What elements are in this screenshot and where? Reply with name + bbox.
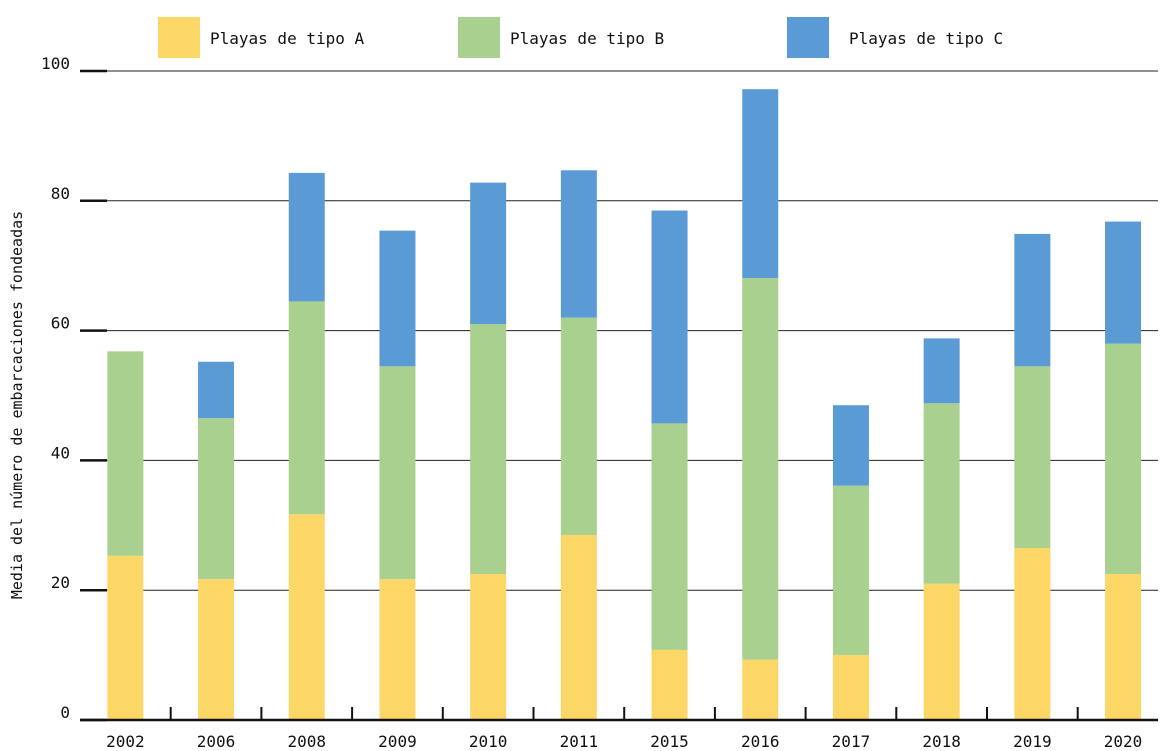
bar-2016-series-2 (742, 278, 779, 660)
x-tick-label: 2009 (378, 732, 417, 751)
y-tick-label: 80 (51, 184, 70, 203)
x-tick-label: 2015 (650, 732, 689, 751)
legend-label-3: Playas de tipo C (849, 29, 1003, 48)
x-tick-label: 2010 (469, 732, 508, 751)
bar-2018-series-1 (923, 583, 960, 720)
bar-2008-series-3 (288, 172, 325, 302)
bar-2018-series-3 (923, 338, 960, 404)
x-tick-label: 2008 (287, 732, 326, 751)
x-tick-label: 2011 (560, 732, 599, 751)
y-tick-labels: 0 20 40 60 80 100 (41, 54, 70, 722)
bar-2009-series-3 (379, 230, 416, 367)
bar-2011-series-2 (560, 317, 597, 536)
y-tick-label: 20 (51, 573, 70, 592)
bar-2010-series-2 (470, 324, 507, 574)
bars (107, 89, 1142, 720)
y-tick-label: 100 (41, 54, 70, 73)
y-tick-label: 0 (60, 703, 70, 722)
bar-2010-series-1 (470, 573, 507, 720)
bar-2020-series-3 (1105, 221, 1142, 344)
bar-2017-series-2 (832, 485, 869, 656)
bar-2015-series-2 (651, 423, 688, 650)
x-tick-labels: 2002 2006 2008 2009 2010 2011 2015 2016 2017 2018… (106, 732, 1142, 751)
x-tick-label: 2018 (922, 732, 961, 751)
bar-2020-series-2 (1105, 343, 1142, 574)
bar-2015-series-3 (651, 210, 688, 424)
bar-2008-series-1 (288, 514, 325, 720)
legend-swatch-1 (158, 17, 200, 58)
bar-2019-series-2 (1014, 366, 1051, 549)
bar-2016-series-3 (742, 89, 779, 279)
x-tick-label: 2019 (1013, 732, 1052, 751)
bar-2017-series-1 (832, 655, 869, 720)
bar-2017-series-3 (832, 405, 869, 486)
bar-2009-series-1 (379, 579, 416, 720)
bar-2011-series-1 (560, 535, 597, 720)
legend-swatch-3 (787, 17, 829, 58)
bar-2002-series-1 (107, 555, 144, 720)
y-axis-title: Media del número de embarcaciones fondea… (8, 211, 26, 599)
bar-2009-series-2 (379, 366, 416, 580)
bar-2019-series-1 (1014, 548, 1051, 720)
axes (80, 69, 1158, 722)
bar-2008-series-2 (288, 301, 325, 515)
legend-swatch-2 (458, 17, 500, 58)
bar-2006-series-1 (198, 579, 235, 720)
gridlines (80, 70, 1158, 591)
bar-2006-series-2 (198, 418, 235, 580)
x-tick-label: 2017 (832, 732, 871, 751)
x-tick-label: 2006 (197, 732, 236, 751)
x-tick-label: 2016 (741, 732, 780, 751)
legend-label-2: Playas de tipo B (510, 29, 664, 48)
bar-2011-series-3 (560, 170, 597, 318)
y-tick-label: 60 (51, 314, 70, 333)
legend-label-1: Playas de tipo A (210, 29, 364, 48)
bar-2002-series-2 (107, 351, 144, 556)
x-tick-label: 2002 (106, 732, 145, 751)
bar-2020-series-1 (1105, 573, 1142, 720)
bar-2006-series-3 (198, 361, 235, 419)
legend: Playas de tipo A Playas de tipo B Playas d… (158, 17, 1003, 58)
bar-2010-series-3 (470, 182, 507, 325)
bar-2019-series-3 (1014, 233, 1051, 367)
y-tick-label: 40 (51, 443, 70, 462)
bar-2016-series-1 (742, 659, 779, 720)
bar-2018-series-2 (923, 403, 960, 584)
x-tick-label: 2020 (1104, 732, 1143, 751)
bar-2015-series-1 (651, 649, 688, 720)
